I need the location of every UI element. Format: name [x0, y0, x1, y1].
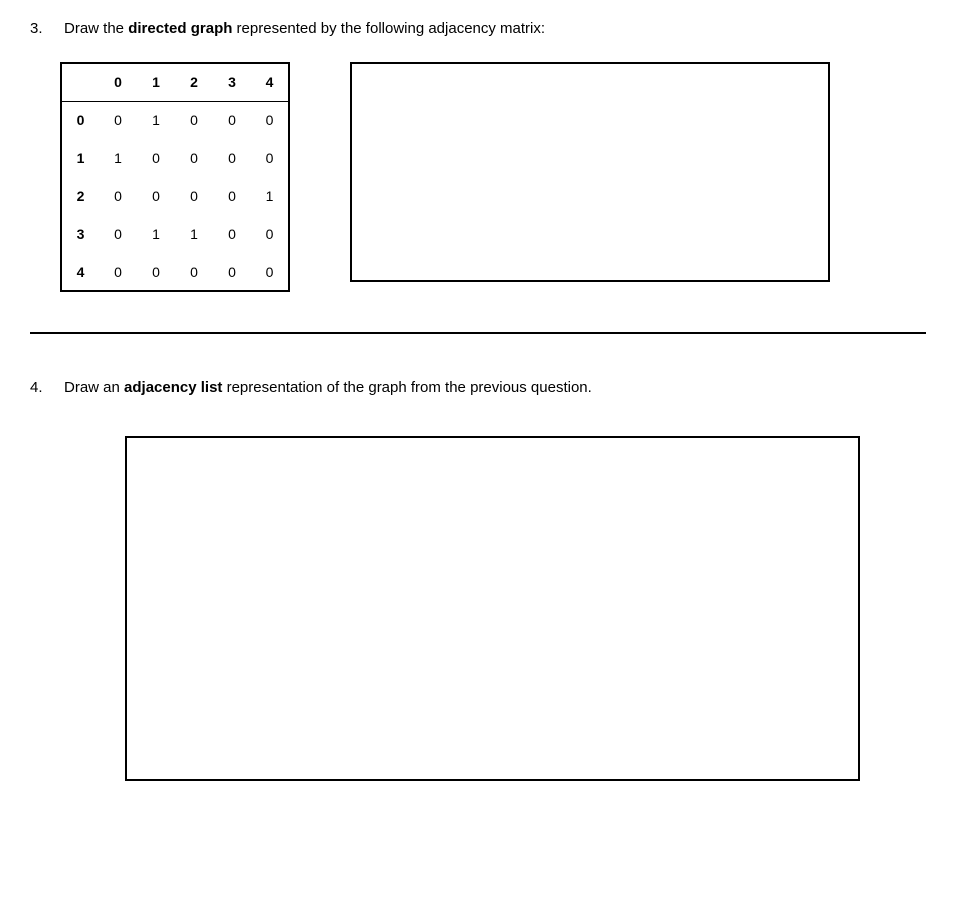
matrix-cell: 0: [213, 215, 251, 253]
q3-number: 3.: [30, 20, 52, 37]
matrix-corner: [61, 63, 99, 101]
question-3: 3. Draw the directed graph represented b…: [30, 20, 926, 292]
matrix-cell: 0: [137, 253, 175, 291]
q4-text: Draw an adjacency list representation of…: [64, 379, 926, 396]
matrix-header-row: 0 1 2 3 4: [61, 63, 289, 101]
q4-number: 4.: [30, 379, 52, 396]
q4-text-before: Draw an: [64, 379, 124, 396]
matrix-cell: 0: [213, 253, 251, 291]
matrix-cell: 0: [137, 177, 175, 215]
q4-text-after: representation of the graph from the pre…: [222, 379, 591, 396]
q3-prompt-row: 3. Draw the directed graph represented b…: [30, 20, 926, 37]
q3-answer-box: [350, 62, 830, 282]
matrix-col-header: 4: [251, 63, 289, 101]
matrix-cell: 0: [175, 253, 213, 291]
matrix-row-header: 4: [61, 253, 99, 291]
matrix-row-header: 3: [61, 215, 99, 253]
matrix-cell: 1: [137, 215, 175, 253]
matrix-cell: 0: [175, 101, 213, 139]
matrix-col-header: 3: [213, 63, 251, 101]
q4-answer-box: [125, 436, 860, 781]
matrix-row: 1 1 0 0 0 0: [61, 139, 289, 177]
q3-text-after: represented by the following adjacency m…: [232, 20, 545, 37]
matrix-cell: 0: [175, 177, 213, 215]
q4-prompt-row: 4. Draw an adjacency list representation…: [30, 379, 926, 396]
q3-text: Draw the directed graph represented by t…: [64, 20, 926, 37]
matrix-cell: 0: [99, 253, 137, 291]
matrix-row: 0 0 1 0 0 0: [61, 101, 289, 139]
matrix-cell: 0: [251, 101, 289, 139]
adjacency-matrix: 0 1 2 3 4 0 0 1 0 0 0 1 1: [60, 62, 290, 292]
matrix-row: 4 0 0 0 0 0: [61, 253, 289, 291]
matrix-cell: 0: [213, 139, 251, 177]
matrix-row: 2 0 0 0 0 1: [61, 177, 289, 215]
matrix-row-header: 2: [61, 177, 99, 215]
matrix-cell: 1: [175, 215, 213, 253]
matrix-cell: 0: [99, 101, 137, 139]
matrix-col-header: 0: [99, 63, 137, 101]
matrix-row-header: 1: [61, 139, 99, 177]
q3-text-bold: directed graph: [128, 20, 232, 37]
matrix-cell: 1: [99, 139, 137, 177]
q4-text-bold: adjacency list: [124, 379, 222, 396]
matrix-cell: 0: [251, 139, 289, 177]
matrix-cell: 0: [213, 101, 251, 139]
matrix-cell: 1: [137, 101, 175, 139]
matrix-cell: 0: [175, 139, 213, 177]
matrix-cell: 0: [99, 215, 137, 253]
matrix-row: 3 0 1 1 0 0: [61, 215, 289, 253]
matrix-col-header: 2: [175, 63, 213, 101]
matrix-cell: 1: [251, 177, 289, 215]
matrix-cell: 0: [137, 139, 175, 177]
q4-answer-wrap: [30, 436, 926, 781]
matrix-row-header: 0: [61, 101, 99, 139]
matrix-cell: 0: [251, 253, 289, 291]
matrix-cell: 0: [99, 177, 137, 215]
matrix-col-header: 1: [137, 63, 175, 101]
q3-content-row: 0 1 2 3 4 0 0 1 0 0 0 1 1: [30, 62, 926, 292]
matrix-cell: 0: [251, 215, 289, 253]
section-divider: [30, 332, 926, 334]
matrix-cell: 0: [213, 177, 251, 215]
question-4: 4. Draw an adjacency list representation…: [30, 379, 926, 781]
q3-text-before: Draw the: [64, 20, 128, 37]
